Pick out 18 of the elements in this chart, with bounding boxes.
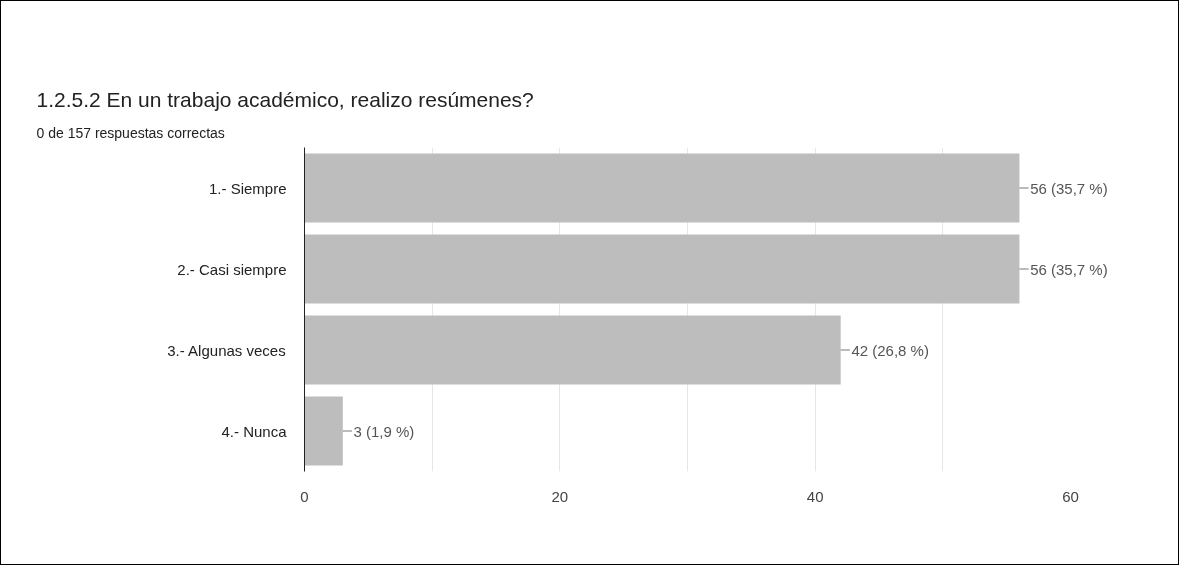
- y-tick-label: 4.- Nunca: [221, 422, 288, 440]
- bar: [304, 315, 841, 385]
- data-label: 56 (35,7 %): [1030, 179, 1108, 196]
- data-label: 42 (26,8 %): [851, 341, 929, 358]
- bar: [304, 153, 1020, 223]
- chart-title: 1.2.5.2 En un trabajo académico, realizo resúmenes?: [36, 87, 534, 111]
- bar: [304, 396, 343, 466]
- bar: [304, 234, 1020, 304]
- data-label: 56 (35,7 %): [1030, 260, 1108, 277]
- y-tick-label: 2.- Casi siempre: [177, 260, 287, 278]
- y-tick-label: 3.- Algunas veces: [167, 341, 286, 359]
- x-tick-label: 20: [551, 487, 569, 505]
- x-tick-label: 60: [1062, 487, 1079, 505]
- text: 0 de 157 respuestas correctas: [36, 124, 225, 141]
- y-tick-label: 1.- Siempre: [208, 179, 287, 197]
- x-tick-label: 0: [300, 487, 309, 505]
- data-label: 3 (1,9 %): [353, 422, 415, 439]
- x-tick-label: 40: [806, 487, 824, 505]
